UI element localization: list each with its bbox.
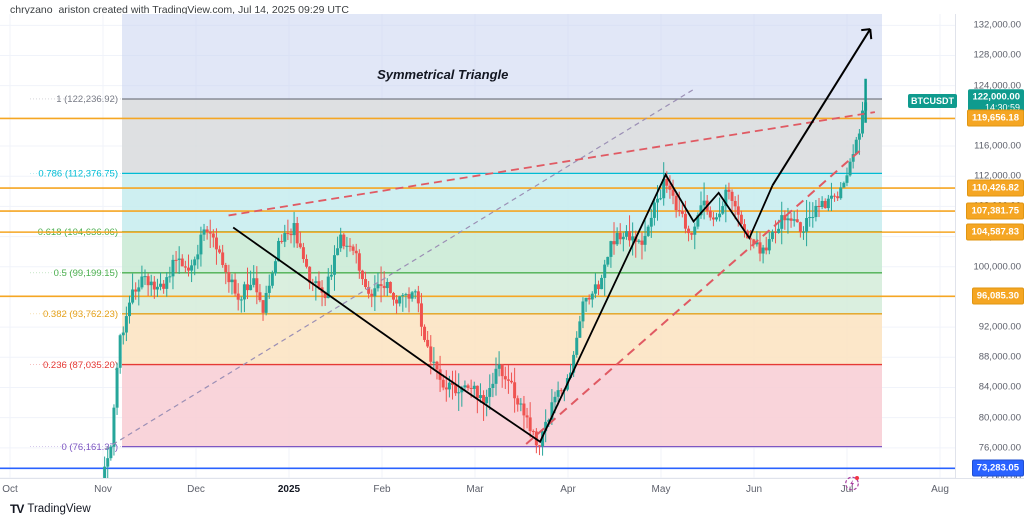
lightning-replay-icon[interactable]	[844, 474, 861, 491]
price-axis-tick: 88,000.00	[978, 351, 1021, 363]
price-axis-tick: 112,000.00	[974, 170, 1021, 182]
price-plot-area[interactable]: 1 (122,236.92) 0.786 (112,376.75) 0.618 (1…	[0, 14, 955, 478]
last-price-value: 122,000.00	[972, 91, 1020, 103]
time-axis-tick: Mar	[466, 484, 484, 495]
fib-level-label: 0.5 (99,199.15)	[54, 268, 118, 279]
time-axis-tick: Oct	[2, 484, 18, 495]
time-axis-tick: Feb	[373, 484, 391, 495]
tv-logo-icon: TV	[10, 502, 24, 516]
price-axis-orange-label[interactable]: 104,587.83	[966, 223, 1024, 241]
symbol-price-tag[interactable]: BTCUSDT	[908, 93, 957, 108]
price-axis-orange-label[interactable]: 96,085.30	[971, 287, 1024, 305]
chart-canvas: 1 (122,236.92)0.786 (112,376.75)0.618 (1…	[0, 14, 955, 478]
fib-level-label: 0 (76,161.37)	[61, 442, 118, 453]
price-axis-tick: 116,000.00	[974, 140, 1021, 152]
price-axis-tick: 92,000.00	[978, 321, 1021, 333]
time-axis-tick: Aug	[931, 484, 949, 495]
price-axis-tick: 132,000.00	[973, 19, 1021, 31]
price-axis-orange-label[interactable]: 110,426.82	[966, 179, 1024, 197]
price-axis-orange-label[interactable]: 107,381.75	[966, 202, 1024, 220]
candlestick-series	[103, 97, 868, 478]
time-axis-tick: Jul	[840, 484, 854, 495]
time-axis-tick: Dec	[187, 484, 205, 495]
time-axis-tick: 2025	[277, 484, 301, 495]
fib-level-label: 0.382 (93,762.23)	[43, 309, 118, 320]
projection-arrow-head	[861, 28, 873, 40]
price-axis-tick: 128,000.00	[973, 49, 1021, 61]
credit-line: chryzano_ariston created with TradingVie…	[10, 4, 349, 16]
time-axis[interactable]: Oct Nov Dec 2025 Feb Mar Apr May Jun Jul Aug	[0, 478, 1024, 501]
price-axis-tick: 100,000.00	[973, 261, 1021, 273]
tradingview-logo: TV TradingView	[10, 502, 91, 516]
time-axis-tick: Apr	[560, 484, 576, 495]
tv-logo-text: TradingView	[27, 503, 91, 515]
price-axis-tick: 124,000.00	[973, 80, 1021, 92]
pattern-annotation-label: Symmetrical Triangle	[377, 66, 509, 82]
price-axis-tick: 84,000.00	[978, 381, 1021, 393]
price-axis-orange-label[interactable]: 119,656.18	[966, 109, 1024, 127]
price-axis-blue-label[interactable]: 73,283.05	[971, 459, 1024, 477]
price-axis-tick: 76,000.00	[978, 442, 1021, 454]
bar-countdown: 14:30:59	[984, 102, 1020, 113]
price-axis[interactable]: 132,000.00 128,000.00 124,000.00 116,000.00…	[908, 14, 1024, 484]
fib-level-label: 1 (122,236.92)	[56, 94, 118, 105]
zigzag-trendline	[232, 172, 774, 444]
time-axis-tick: Jun	[745, 484, 763, 495]
time-axis-tick: Nov	[94, 484, 112, 495]
fib-level-label: 0.236 (87,035.20)	[43, 360, 118, 371]
price-axis-tick: 80,000.00	[978, 412, 1021, 424]
fib-level-label: 0.786 (112,376.75)	[38, 169, 118, 180]
time-axis-tick: May	[651, 484, 671, 495]
projection-arrow-shaft	[771, 28, 872, 186]
